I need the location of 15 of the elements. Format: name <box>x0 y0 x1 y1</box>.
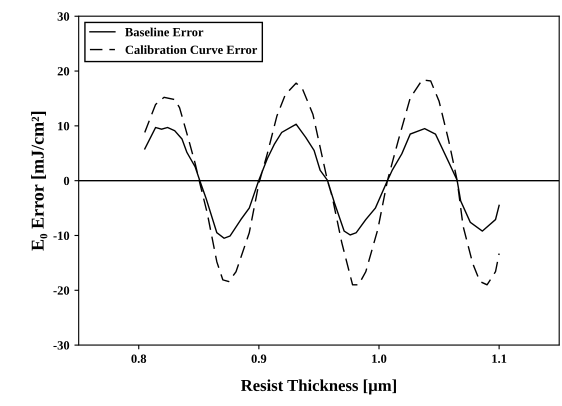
x-tick-label: 0.9 <box>252 354 266 363</box>
x-tick-label: 0.8 <box>131 354 146 363</box>
y-tick-label: 20 <box>58 67 70 76</box>
y-tick-label: -10 <box>53 232 70 240</box>
legend-label: Calibration Curve Error <box>126 45 258 54</box>
y-tick-label: 30 <box>58 12 70 21</box>
legend-label: Baseline Error <box>125 28 204 36</box>
x-tick-label: 1.1 <box>492 354 506 363</box>
y-tick-label: 10 <box>58 122 70 130</box>
y-tick-label: -30 <box>53 341 70 350</box>
x-tick-label: 1.0 <box>372 354 386 363</box>
y-tick-label: 0 <box>64 176 70 186</box>
x-axis-title: Resist Thickness [µm] <box>240 379 396 394</box>
y-tick-label: -20 <box>53 286 70 295</box>
y-axis-title: E₀ Error [mJ/cm²] <box>31 112 48 251</box>
